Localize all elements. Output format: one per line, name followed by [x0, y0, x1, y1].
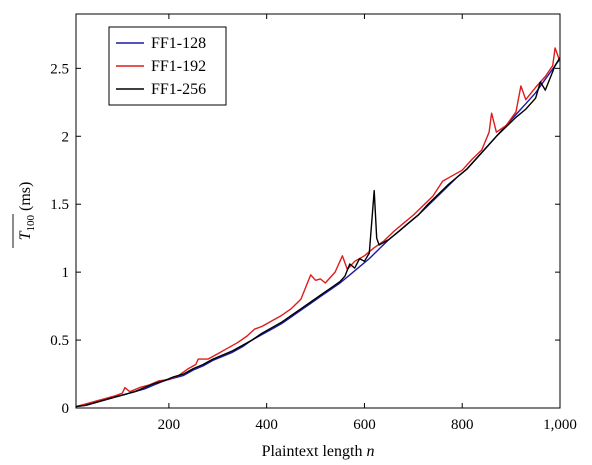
plot-frame	[75, 13, 561, 409]
y-axis-subscript: 100	[25, 214, 37, 231]
y-tick-label: 1	[62, 265, 70, 281]
series-line-ff1-128	[75, 58, 561, 408]
y-tick-label: 1.5	[50, 197, 69, 213]
x-tick-label: 600	[353, 417, 376, 433]
legend-label-ff1-128: FF1-128	[151, 35, 206, 52]
x-tick-label: 1,000	[543, 417, 577, 433]
y-tick-label: 0.5	[50, 333, 69, 349]
x-axis-label: Plaintext length n	[262, 443, 375, 460]
y-axis-unit: (ms)	[17, 182, 34, 211]
x-tick-label: 200	[158, 417, 181, 433]
y-tick-label: 0	[62, 401, 70, 417]
y-tick-label: 2	[62, 129, 70, 145]
svg-text:T100(ms): T100 (ms)	[17, 182, 37, 241]
x-tick-label: 800	[451, 417, 474, 433]
legend-label-ff1-256: FF1-256	[151, 81, 206, 98]
series-line-ff1-192	[75, 47, 561, 408]
legend-label-ff1-192: FF1-192	[151, 58, 206, 75]
x-tick-label: 400	[255, 417, 278, 433]
y-axis-label: T100 (ms)	[12, 182, 37, 248]
y-axis-symbol: T	[17, 230, 34, 240]
y-tick-label: 2.5	[50, 61, 69, 77]
tick-labels: 200 400 600 800 1,000 0 0.5 1 1.5 2 2.5	[50, 61, 577, 433]
series-layer	[75, 47, 561, 408]
series-line-ff1-256	[75, 57, 561, 408]
legend: FF1-128 FF1-192 FF1-256	[108, 26, 227, 106]
